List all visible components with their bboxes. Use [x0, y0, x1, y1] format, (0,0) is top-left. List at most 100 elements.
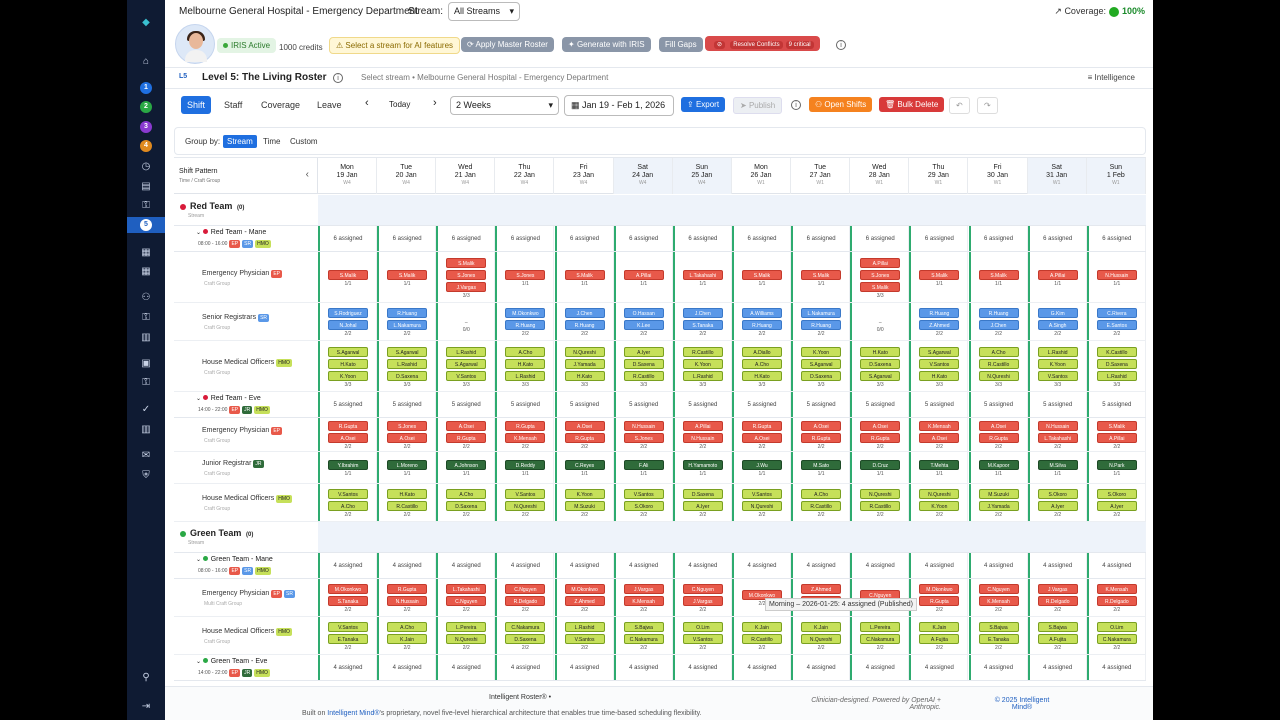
staff-chip[interactable]: K.Yoon	[801, 346, 842, 357]
chevron-down-icon[interactable]: ⌄	[196, 557, 203, 563]
assigned-cell[interactable]: 4 assigned	[850, 655, 910, 680]
craft-cell[interactable]: S.Malik 1/1	[554, 252, 614, 302]
staff-chip[interactable]: L.Takahashi	[1037, 433, 1078, 443]
staff-chip[interactable]: A.Cho	[387, 622, 428, 632]
craft-cell[interactable]: J.Chen R.Huang 2/2	[554, 303, 614, 340]
shift-row[interactable]: ⌄ Green Team - Eve 14:00 - 22:00 EP JR HMO 4 …	[174, 655, 1146, 681]
staff-chip[interactable]: V.Santos	[505, 489, 546, 499]
craft-cell[interactable]: S.Bajwa E.Tanaka 2/2	[968, 617, 1028, 654]
craft-cell[interactable]: H.Kato D.Saxena S.Agarwal 3/3	[850, 341, 910, 391]
title-info-icon[interactable]: i	[333, 73, 343, 83]
staff-chip[interactable]: A.Osei	[978, 421, 1019, 431]
assigned-cell[interactable]: 5 assigned	[672, 392, 732, 417]
staff-chip[interactable]: A.Cho	[328, 501, 368, 511]
staff-chip[interactable]: A.Cho	[978, 346, 1019, 357]
staff-chip[interactable]: A.Osei	[919, 433, 960, 443]
staff-chip[interactable]: R.Castillo	[741, 634, 782, 644]
assigned-cell[interactable]: 4 assigned	[377, 553, 437, 578]
craft-cell[interactable]: A.Pillai N.Hussain 2/2	[672, 418, 732, 451]
level-2-icon[interactable]: 2	[140, 101, 152, 113]
assigned-cell[interactable]: 6 assigned	[672, 226, 732, 251]
staff-chip[interactable]: S.Okoro	[623, 501, 664, 511]
staff-chip[interactable]: N.Hussain	[623, 421, 664, 431]
staff-chip[interactable]: K.Mensah	[919, 421, 960, 431]
day-header[interactable]: Fri 23 Jan W4	[555, 158, 614, 194]
craft-cell[interactable]: N.Qureshi K.Yoon 2/2	[909, 484, 969, 521]
staff-chip[interactable]: T.Mehta	[919, 460, 960, 470]
staff-chip[interactable]: R.Huang	[741, 320, 782, 330]
craft-cell[interactable]: N.Hussain L.Takahashi 2/2	[1027, 418, 1087, 451]
staff-chip[interactable]: H.Kato	[919, 370, 960, 381]
staff-chip[interactable]: V.Santos	[564, 634, 605, 644]
craft-cell[interactable]: S.Malik 1/1	[377, 252, 437, 302]
craft-cell[interactable]: Y.Ibrahim 1/1	[318, 452, 377, 483]
footer-link[interactable]: Intelligent Mind®	[327, 710, 380, 717]
staff-chip[interactable]: V.Santos	[919, 358, 960, 369]
staff-chip[interactable]: K.Mensah	[978, 596, 1019, 606]
logo-icon[interactable]: ◆	[142, 17, 150, 28]
craft-cell[interactable]: S.Malik S.Jones J.Vargas 3/3	[436, 252, 496, 302]
craft-cell[interactable]: A.Osei R.Gupta 2/2	[554, 418, 614, 451]
craft-cell[interactable]: K.Jain N.Qureshi 2/2	[791, 617, 851, 654]
staff-chip[interactable]: D.Reddy	[505, 460, 546, 470]
staff-chip[interactable]: A.Pillai	[1096, 433, 1137, 443]
group-by-time[interactable]: Time	[263, 137, 281, 146]
craft-cell[interactable]: S.Okoro A.Iyer 2/2	[1086, 484, 1146, 521]
day-header[interactable]: Wed 21 Jan W4	[436, 158, 496, 194]
assigned-cell[interactable]: 4 assigned	[318, 655, 377, 680]
staff-chip[interactable]: A.Pillai	[860, 257, 901, 268]
staff-chip[interactable]: D.Cruz	[860, 460, 901, 470]
assigned-cell[interactable]: 6 assigned	[731, 226, 791, 251]
craft-cell[interactable]: V.Santos N.Qureshi 2/2	[731, 484, 791, 521]
staff-chip[interactable]: K.Yoon	[1037, 358, 1078, 369]
craft-cell[interactable]: M.Okonkwo S.Tanaka 2/2	[318, 579, 377, 616]
craft-cell[interactable]: K.Jain R.Castillo 2/2	[731, 617, 791, 654]
staff-chip[interactable]: J.Vargas	[1037, 584, 1078, 594]
day-header[interactable]: Sat 24 Jan W4	[613, 158, 673, 194]
craft-cell[interactable]: L.Moreno 1/1	[377, 452, 437, 483]
staff-chip[interactable]: S.Agarwal	[801, 358, 842, 369]
assigned-cell[interactable]: 5 assigned	[318, 392, 377, 417]
stream-select[interactable]: All Streams ▾	[448, 2, 520, 21]
craft-cell[interactable]: C.Nguyen K.Mensah 2/2	[968, 579, 1028, 616]
craft-cell[interactable]: D.Saxena A.Iyer 2/2	[672, 484, 732, 521]
staff-chip[interactable]: R.Castillo	[978, 358, 1019, 369]
level-5-icon[interactable]: 5	[127, 217, 165, 233]
assigned-cell[interactable]: 4 assigned	[909, 655, 969, 680]
access-icon[interactable]: ⚿	[142, 377, 150, 388]
staff-chip[interactable]: A.Cho	[446, 489, 487, 499]
staff-chip[interactable]: S.Rodriguez	[328, 308, 368, 318]
staff-chip[interactable]: L.Pereira	[446, 622, 487, 632]
bulk-delete-button[interactable]: 🗑 Bulk Delete	[879, 97, 945, 112]
staff-chip[interactable]: V.Santos	[328, 489, 368, 499]
staff-chip[interactable]: S.Jones	[387, 421, 428, 431]
craft-cell[interactable]: A.Cho H.Kato L.Rashid 3/3	[495, 341, 555, 391]
staff-chip[interactable]: S.Agarwal	[919, 346, 960, 357]
craft-cell[interactable]: S.Rodriguez N.Johal 2/2	[318, 303, 377, 340]
staff-chip[interactable]: R.Gupta	[741, 421, 782, 431]
assigned-cell[interactable]: 6 assigned	[968, 226, 1028, 251]
staff-chip[interactable]: S.Bajwa	[978, 622, 1019, 632]
craft-cell[interactable]: R.Castillo K.Yoon L.Rashid 3/3	[672, 341, 732, 391]
assigned-cell[interactable]: 4 assigned	[672, 553, 732, 578]
day-header[interactable]: Thu 22 Jan W4	[495, 158, 555, 194]
next-arrow-icon[interactable]: ›	[433, 97, 437, 109]
craft-cell[interactable]: M.Kapoor 1/1	[968, 452, 1028, 483]
craft-cell[interactable]: R.Gupta A.Osei 2/2	[318, 418, 377, 451]
day-header[interactable]: Tue 20 Jan W4	[377, 158, 437, 194]
day-header[interactable]: Sat 31 Jan W1	[1027, 158, 1087, 194]
assigned-cell[interactable]: 4 assigned	[1086, 655, 1146, 680]
staff-chip[interactable]: M.Kapoor	[978, 460, 1019, 470]
assigned-cell[interactable]: 5 assigned	[1086, 392, 1146, 417]
assigned-cell[interactable]: 4 assigned	[613, 553, 673, 578]
staff-chip[interactable]: J.Vargas	[446, 281, 487, 292]
assigned-cell[interactable]: 4 assigned	[672, 655, 732, 680]
assigned-cell[interactable]: 4 assigned	[554, 553, 614, 578]
staff-chip[interactable]: D.Saxena	[1096, 358, 1137, 369]
staff-chip[interactable]: C.Nguyen	[505, 584, 546, 594]
staff-chip[interactable]: A.Pillai	[1037, 269, 1078, 280]
assigned-cell[interactable]: 4 assigned	[377, 655, 437, 680]
craft-cell[interactable]: S.Agarwal L.Rashid D.Saxena 3/3	[377, 341, 437, 391]
staff-chip[interactable]: H.Kato	[387, 489, 428, 499]
staff-chip[interactable]: M.Sato	[801, 460, 842, 470]
